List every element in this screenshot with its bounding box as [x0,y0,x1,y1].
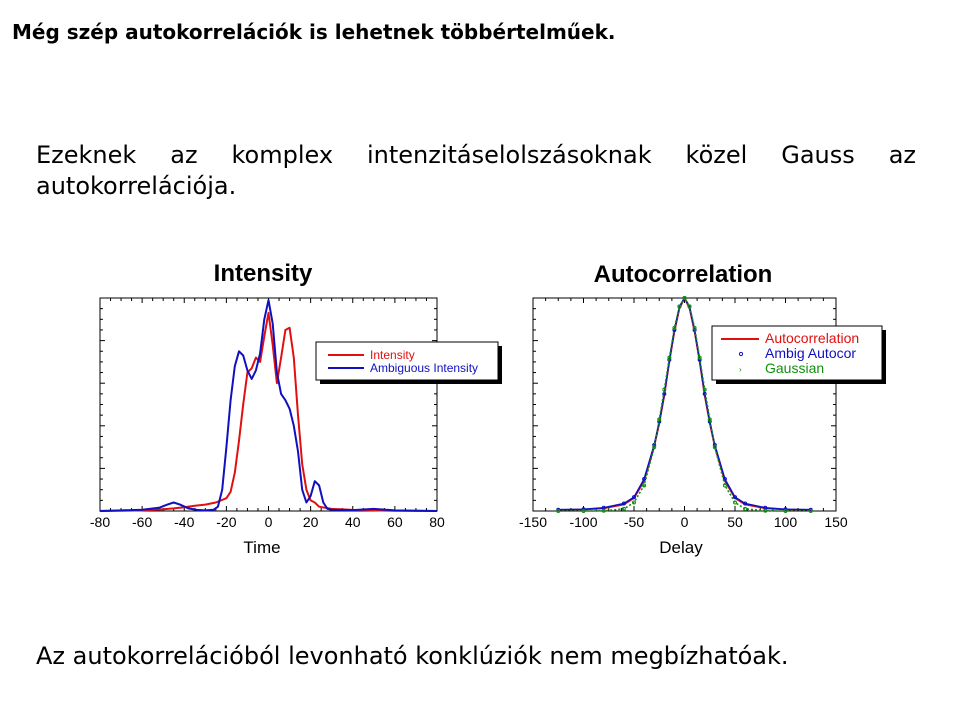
autocorrelation-chart-title: Autocorrelation [594,261,773,288]
x-tick-label: 0 [265,514,273,530]
series-point-gaussian [712,445,717,450]
autocorrelation-series [556,296,813,513]
series-point-ambig-autocor [632,495,636,500]
series-point-gaussian [743,506,748,511]
x-tick-label: 20 [303,514,319,530]
series-point-gaussian [657,417,662,422]
x-tick-label: 40 [345,514,361,530]
series-point-gaussian [672,325,677,330]
series-point-gaussian [702,387,707,392]
x-tick-label: 150 [824,514,848,530]
series-point-gaussian [581,509,586,513]
series-point-gaussian [722,483,727,488]
x-tick-label: -100 [569,514,597,530]
series-point-ambig-autocor [621,501,626,506]
series-point-gaussian [707,417,712,422]
intensity-series [99,299,438,512]
series-point-ambig-autocor [707,419,712,424]
autocorrelation-x-tick-labels: -150 -100 -50 0 50 100 150 [519,514,848,530]
autocorrelation-legend-label-1: Autocorrelation [765,330,859,346]
x-tick-label: 50 [727,514,743,530]
series-point-ambig-autocor [783,507,788,512]
x-tick-label: 60 [387,514,403,530]
series-point-gaussian [682,296,687,300]
series-point-ambig-autocor [743,501,748,506]
intensity-chart: Intensity -80 -60 -40 -20 0 20 40 60 80 Time Int… [90,260,502,557]
intensity-chart-title: Intensity [214,260,313,287]
autocorrelation-legend-box [711,325,883,381]
x-tick-label: -40 [174,514,194,530]
autocorrelation-legend-label-3: Gaussian [765,360,824,376]
autocorrelation-legend: Autocorrelation Ambig Autocor › Gaussian [711,325,886,384]
series-point-gaussian [692,325,697,330]
paragraph-conclusion: Az autokorrelációból levonható konklúzió… [36,642,789,670]
intensity-legend-label-2: Ambiguous Intensity [370,361,478,375]
x-tick-label: -20 [216,514,236,530]
paragraph-intro: Ezeknek az komplex intenzitáselolszásokn… [36,141,916,200]
intensity-x-tick-labels: -80 -60 -40 -20 0 20 40 60 80 [90,514,445,530]
series-point-ambig-autocor [722,477,727,482]
autocorrelation-legend-swatch-3: › [739,365,742,374]
intensity-legend-label-1: Intensity [370,348,415,362]
series-line-intensity [99,311,438,512]
x-tick-label: -150 [519,514,547,530]
series-point-gaussian [687,304,692,309]
series-point-ambig-autocor [712,442,717,447]
series-point-gaussian [667,355,672,360]
series-point-gaussian [632,500,636,505]
x-tick-label: -60 [132,514,152,530]
x-tick-label: -80 [90,514,110,530]
series-point-gaussian [662,387,667,392]
series-point-ambig-autocor [733,495,737,500]
x-tick-label: 80 [429,514,445,530]
series-point-gaussian [733,500,737,505]
series-line-ambiguous-intensity [99,299,438,512]
slide-title: Még szép autokorrelációk is lehetnek töb… [12,20,616,44]
autocorrelation-ticks [532,297,837,512]
series-point-gaussian [556,509,561,513]
series-point-gaussian [697,355,702,360]
series-point-gaussian [763,508,768,513]
x-tick-label: 100 [774,514,798,530]
series-point-gaussian [808,509,813,513]
intensity-legend: Intensity Ambiguous Intensity [315,341,502,384]
autocorrelation-chart: Autocorrelation -150 -100 -50 0 50 100 150 Del… [519,261,886,557]
autocorrelation-legend-label-2: Ambig Autocor [765,345,856,361]
intensity-legend-box [315,341,499,381]
intensity-plot-frame [99,297,438,512]
intensity-x-axis-label: Time [243,538,280,557]
series-point-gaussian [652,445,657,450]
series-point-gaussian [621,506,626,511]
autocorrelation-x-axis-label: Delay [659,538,703,557]
series-point-gaussian [601,508,606,513]
series-line-gaussian [558,297,811,512]
autocorrelation-legend-swatch-2 [738,351,744,357]
series-point-gaussian [642,483,647,488]
x-tick-label: 0 [681,514,689,530]
series-point-gaussian [677,304,682,309]
x-tick-label: -50 [624,514,644,530]
series-point-gaussian [783,509,788,513]
